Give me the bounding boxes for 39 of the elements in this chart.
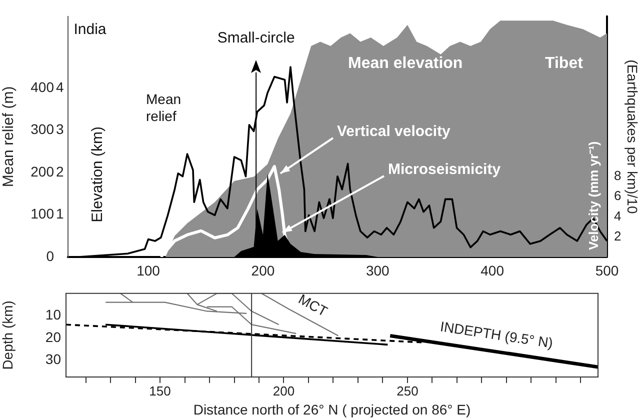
y2-tick-label: 6 — [614, 188, 622, 204]
y2-tick-label: 2 — [614, 228, 622, 244]
y-axis-title: Depth (km) — [0, 300, 16, 370]
text: Mean relief — [146, 91, 182, 124]
text: Microseismicity — [388, 161, 502, 178]
annotation: Tibet — [545, 55, 584, 72]
x-tick-label: 200 — [251, 262, 275, 278]
annotation: India — [74, 21, 107, 38]
y-tick-label: 20 — [45, 328, 62, 345]
series-label: Mean elevation — [348, 55, 463, 72]
ref-line-label: Small-circle — [217, 29, 295, 46]
text: Vertical velocity — [337, 123, 452, 140]
annotation: MCT — [296, 290, 331, 320]
y3-tick-label: 2 — [56, 163, 64, 180]
y-tick-label: 0 — [46, 248, 54, 264]
y2-tick-label: 8 — [614, 168, 622, 184]
annotation: Velocity (mm yr⁻¹) — [586, 141, 601, 250]
y-axis-title: Mean relief (m) — [0, 86, 18, 188]
x-axis-title: Distance north of 26° N ( projected on 86° E) — [193, 401, 471, 418]
y3-tick-label: 3 — [56, 121, 64, 138]
y3-tick-label: 1 — [56, 206, 64, 222]
x-tick-label: 200 — [272, 383, 295, 398]
y-tick-label: 100 — [30, 206, 54, 222]
x-tick-label: 500 — [595, 262, 619, 278]
y-tick-label: 300 — [30, 121, 54, 138]
y3-tick-label: 4 — [56, 79, 64, 96]
y3-axis-title: Elevation (km) — [89, 126, 106, 222]
y-tick-label: 30 — [45, 351, 62, 368]
x-tick-label: 150 — [149, 383, 171, 398]
x-tick-label: 300 — [366, 262, 390, 278]
y-tick-label: 10 — [45, 306, 62, 323]
y-tick-label: 400 — [30, 79, 54, 96]
x-tick-label: 400 — [480, 262, 504, 278]
x-tick-label: 250 — [396, 383, 418, 398]
y2-tick-label: 4 — [614, 208, 622, 224]
y2-axis-title: (Earthquakes per km)/10 — [624, 60, 640, 214]
text: INDEPTH (9.5° N) — [439, 318, 554, 351]
y-tick-label: 200 — [30, 163, 54, 180]
x-tick-label: 100 — [136, 262, 160, 278]
